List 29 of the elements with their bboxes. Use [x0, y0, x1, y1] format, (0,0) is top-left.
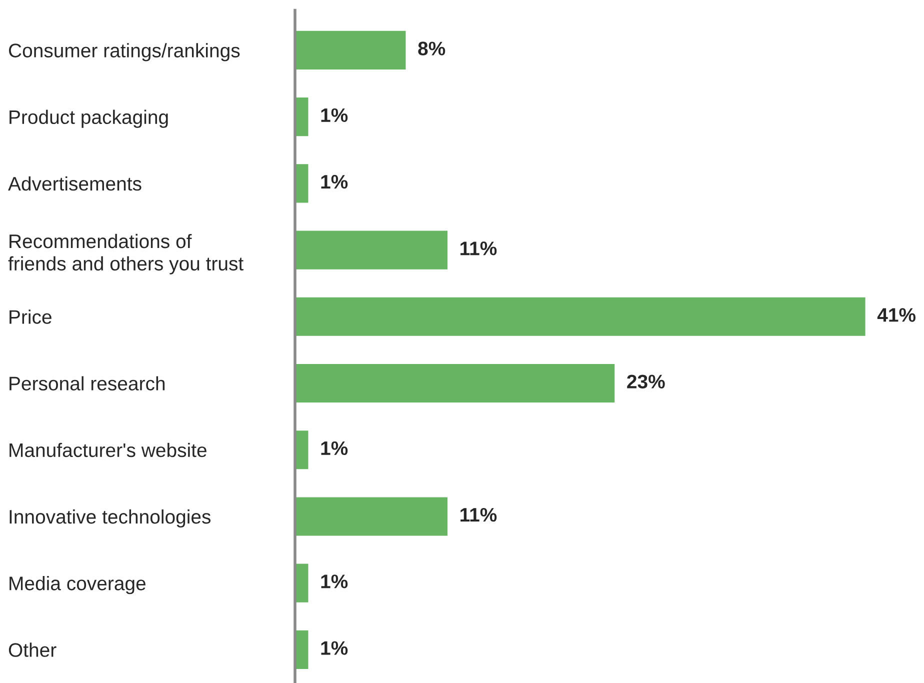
y-tick-label: Product packaging — [10, 110, 168, 128]
data-label: 1% — [321, 641, 348, 655]
bar — [295, 30, 408, 71]
y-tick-label: Advertisements — [8, 176, 142, 191]
y-tick-label: Innovative technologies — [10, 509, 211, 528]
data-label: 1% — [321, 574, 348, 588]
y-tick-label: Consumer ratings/rankings — [8, 43, 240, 62]
y-tick-label: Manufacturer's website — [10, 442, 206, 458]
bar — [295, 429, 310, 471]
bar — [295, 229, 449, 271]
y-tick-label: Personal research — [10, 376, 165, 390]
data-label: 1% — [321, 441, 348, 456]
data-label: 8% — [418, 42, 446, 56]
y-tick-label: Other — [8, 642, 56, 657]
data-label: 41% — [877, 308, 916, 322]
bar — [295, 562, 310, 604]
data-label: 11% — [460, 508, 497, 522]
data-label: 11% — [460, 242, 497, 256]
data-label: 1% — [321, 108, 348, 122]
data-label: 1% — [321, 174, 348, 189]
bar — [295, 629, 310, 670]
y-tick-label: Price — [10, 310, 52, 324]
y-tick-label: Recommendations of friends and others you trust — [8, 234, 244, 274]
y-tick-label: Media coverage — [10, 576, 146, 594]
bar — [295, 496, 449, 538]
data-label: 23% — [627, 374, 665, 389]
bar — [295, 96, 310, 138]
bar — [295, 362, 616, 404]
bar — [295, 296, 866, 338]
